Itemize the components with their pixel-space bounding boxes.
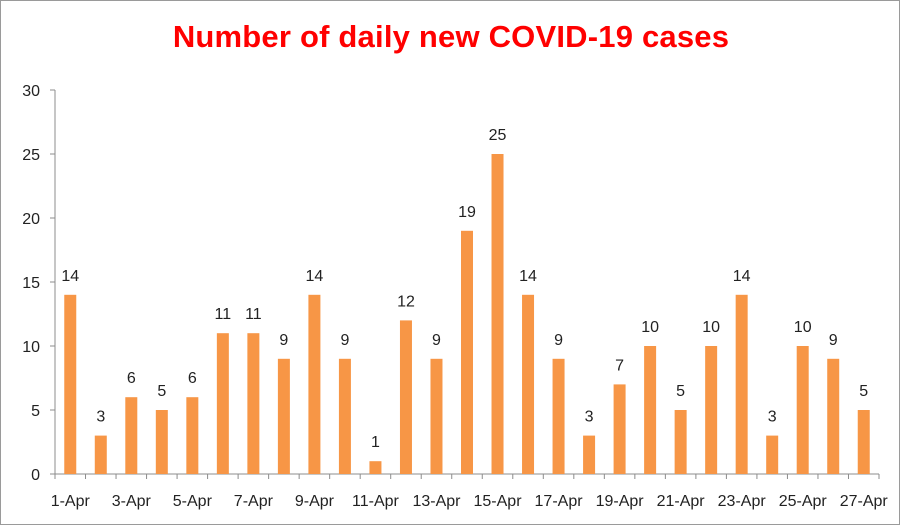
x-tick-label: 23-Apr — [718, 493, 767, 510]
bar — [857, 410, 870, 474]
y-tick-label: 20 — [22, 211, 40, 228]
y-tick-label: 0 — [31, 467, 40, 484]
bar — [552, 358, 565, 474]
data-label: 9 — [279, 332, 288, 349]
data-label: 3 — [96, 409, 105, 426]
bar — [399, 320, 412, 474]
data-label: 9 — [554, 332, 563, 349]
data-label: 1 — [371, 434, 380, 451]
bar — [491, 154, 504, 474]
data-label: 9 — [829, 332, 838, 349]
x-tick-label: 19-Apr — [596, 493, 645, 510]
bar — [64, 294, 77, 474]
bar — [827, 358, 840, 474]
x-tick-label: 5-Apr — [173, 493, 213, 510]
bar — [338, 358, 351, 474]
data-label: 9 — [340, 332, 349, 349]
x-tick-label: 25-Apr — [779, 493, 828, 510]
data-label: 12 — [397, 293, 415, 310]
data-label: 3 — [768, 409, 777, 426]
bar — [277, 358, 290, 474]
data-label: 14 — [61, 268, 79, 285]
bar — [94, 435, 107, 474]
data-label: 5 — [676, 383, 685, 400]
x-tick-label: 17-Apr — [535, 493, 584, 510]
data-label: 10 — [702, 319, 720, 336]
x-tick-label: 15-Apr — [474, 493, 523, 510]
bar — [308, 294, 321, 474]
y-tick-label: 30 — [22, 83, 40, 100]
y-tick-label: 25 — [22, 147, 40, 164]
bar — [186, 397, 199, 474]
data-label: 14 — [519, 268, 537, 285]
x-tick-label: 13-Apr — [412, 493, 461, 510]
x-tick-label: 1-Apr — [51, 493, 91, 510]
bar — [674, 410, 687, 474]
data-label: 19 — [458, 204, 476, 221]
bar — [613, 384, 626, 474]
data-label: 3 — [585, 409, 594, 426]
chart-title: Number of daily new COVID-19 cases — [172, 19, 730, 54]
bar — [155, 410, 168, 474]
x-tick-label: 7-Apr — [234, 493, 274, 510]
x-tick-label: 3-Apr — [112, 493, 152, 510]
bar — [216, 333, 229, 474]
data-label: 11 — [245, 306, 262, 323]
bar — [735, 294, 748, 474]
data-label: 6 — [188, 370, 197, 387]
data-label: 10 — [794, 319, 812, 336]
x-tick-label: 11-Apr — [352, 493, 400, 510]
x-tick-label: 21-Apr — [657, 493, 706, 510]
data-label: 5 — [859, 383, 868, 400]
bar — [705, 346, 718, 474]
x-tick-label: 27-Apr — [840, 493, 889, 510]
bar — [644, 346, 657, 474]
bar — [430, 358, 443, 474]
x-tick-label: 9-Apr — [295, 493, 335, 510]
data-label: 9 — [432, 332, 441, 349]
bar — [125, 397, 138, 474]
y-tick-label: 5 — [31, 403, 40, 420]
data-label: 10 — [641, 319, 659, 336]
bar — [369, 461, 382, 474]
data-label: 25 — [489, 127, 507, 144]
y-tick-label: 15 — [22, 275, 40, 292]
bar — [461, 230, 473, 474]
bar — [766, 435, 779, 474]
bar — [522, 294, 535, 474]
data-label: 7 — [615, 357, 624, 374]
data-label: 6 — [127, 370, 136, 387]
y-tick-label: 10 — [22, 339, 40, 356]
data-label: 14 — [306, 268, 324, 285]
bar — [796, 346, 809, 474]
bar — [247, 333, 260, 474]
data-label: 14 — [733, 268, 751, 285]
data-label: 5 — [157, 383, 166, 400]
data-label: 11 — [215, 306, 232, 323]
bar — [583, 435, 596, 474]
